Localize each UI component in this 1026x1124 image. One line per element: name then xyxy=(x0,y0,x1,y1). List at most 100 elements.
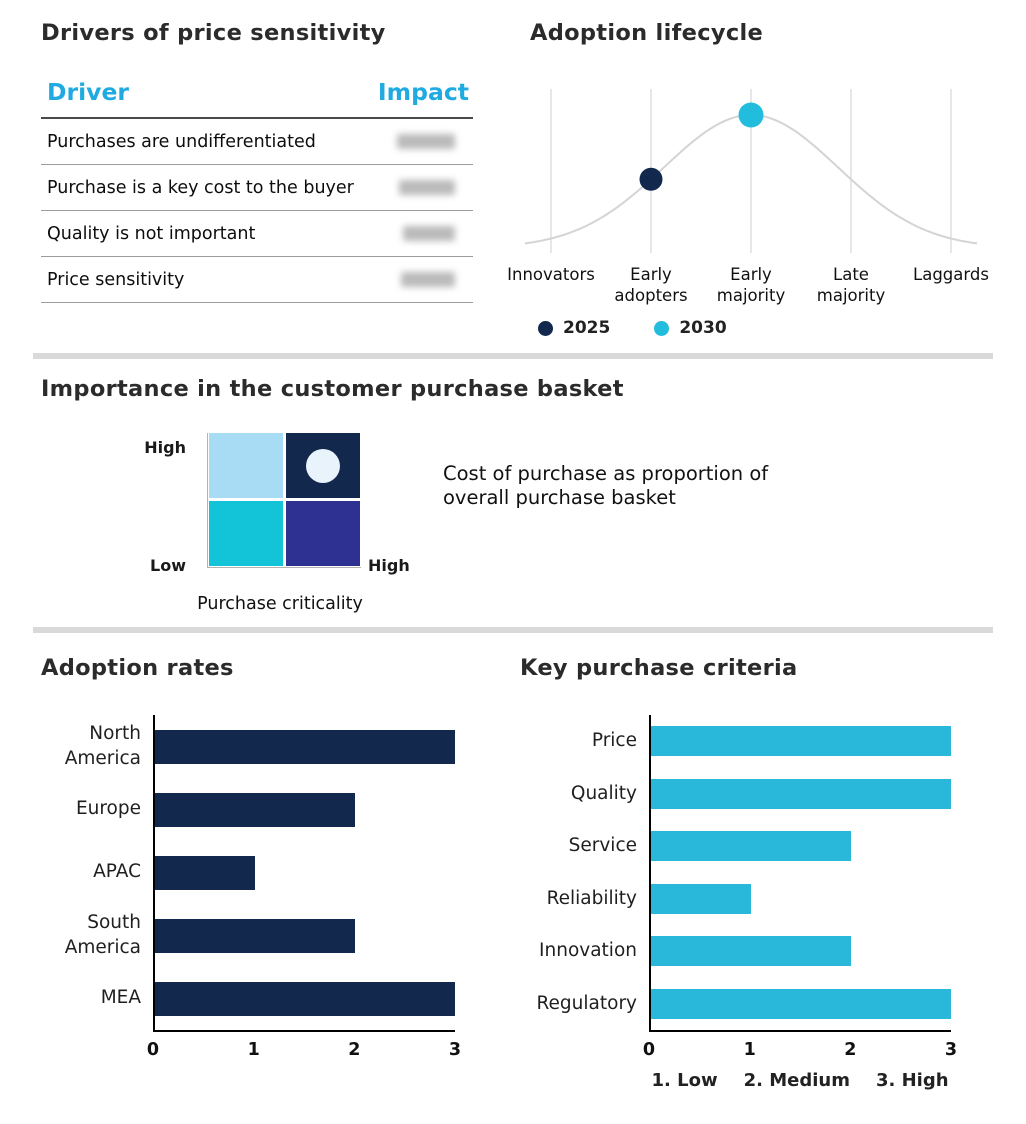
impact-value-blurred xyxy=(399,180,455,195)
bar-apac xyxy=(155,855,255,890)
driver-column-header: Driver xyxy=(47,78,129,106)
bar-regulatory xyxy=(651,988,951,1019)
quadrant-top-left xyxy=(209,433,283,498)
section-divider xyxy=(33,353,993,359)
rates-section-title: Adoption rates xyxy=(41,655,234,681)
x-axis-high-label: High xyxy=(368,556,410,575)
bar-south-america xyxy=(155,918,355,953)
bar-label: Quality xyxy=(570,782,637,804)
bar-label: South America xyxy=(64,912,141,958)
impact-value-blurred xyxy=(401,272,455,287)
bar-row: Service xyxy=(520,820,951,873)
footnote-high: 3. High xyxy=(875,1070,949,1091)
bar-label: Price xyxy=(591,730,637,752)
table-row: Purchases are undifferentiated xyxy=(41,119,473,165)
legend-item-2030: 2030 xyxy=(654,318,727,338)
adoption-lifecycle-chart: Innovators Early adopters Early majority… xyxy=(500,60,1012,360)
driver-cell: Purchases are undifferentiated xyxy=(47,131,316,152)
bar-track xyxy=(153,904,455,967)
category-label-late-majority: Late majority xyxy=(816,265,886,305)
lifecycle-marker-2025 xyxy=(639,167,663,191)
bar-track xyxy=(649,977,951,1030)
driver-cell: Price sensitivity xyxy=(47,269,185,290)
bar-label: North America xyxy=(64,723,141,769)
legend-label-2025: 2025 xyxy=(563,318,611,338)
lifecycle-section-title: Adoption lifecycle xyxy=(530,20,764,46)
matrix-y-axis xyxy=(207,433,208,568)
x-tick-3: 3 xyxy=(448,1040,462,1060)
lifecycle-legend: 2025 2030 xyxy=(538,318,727,338)
driver-cell: Quality is not important xyxy=(47,223,256,244)
quadrant-bottom-right xyxy=(286,501,360,566)
y-axis-high-label: High xyxy=(144,438,186,457)
bar-price xyxy=(651,726,951,757)
basket-annotation: Cost of purchase as proportion of overal… xyxy=(443,462,769,509)
matrix-x-axis xyxy=(207,567,361,568)
bar-track xyxy=(153,715,455,778)
x-tick-2: 2 xyxy=(844,1040,857,1060)
bar-row: Europe xyxy=(41,778,455,841)
bar-label: Regulatory xyxy=(536,992,637,1014)
table-row: Quality is not important xyxy=(41,211,473,257)
bar-label: Reliability xyxy=(546,887,637,909)
bar-row: North America xyxy=(41,715,455,778)
x-tick-2: 2 xyxy=(348,1040,361,1060)
lifecycle-marker-2030 xyxy=(738,102,764,128)
footnote-medium: 2. Medium xyxy=(743,1070,850,1091)
legend-dot-2030 xyxy=(654,320,670,336)
quadrant-top-right xyxy=(286,433,360,498)
section-divider xyxy=(33,627,993,633)
impact-value-blurred xyxy=(403,226,455,241)
category-label-early-adopters: Early adopters xyxy=(614,265,688,305)
bar-row: South America xyxy=(41,904,455,967)
bar-row: APAC xyxy=(41,841,455,904)
bar-quality xyxy=(651,778,951,809)
drivers-section-title: Drivers of price sensitivity xyxy=(41,20,386,46)
bar-row: Regulatory xyxy=(520,977,951,1030)
bar-track xyxy=(153,967,455,1030)
bar-row: Reliability xyxy=(520,872,951,925)
bar-track xyxy=(153,778,455,841)
x-tick-0: 0 xyxy=(642,1040,656,1060)
impact-value-blurred xyxy=(397,134,455,149)
lifecycle-plot xyxy=(524,89,978,253)
legend-label-2030: 2030 xyxy=(679,318,727,338)
bar-row: MEA xyxy=(41,967,455,1030)
adoption-rates-chart: North America Europe APAC South America … xyxy=(41,715,461,1066)
bar-track xyxy=(649,767,951,820)
key-purchase-criteria-chart: Price Quality Service Reliability Innova… xyxy=(520,715,957,1066)
legend-dot-2025 xyxy=(538,320,553,336)
table-row: Purchase is a key cost to the buyer xyxy=(41,165,473,211)
table-row: Price sensitivity xyxy=(41,257,473,303)
bar-reliability xyxy=(651,883,751,914)
bar-innovation xyxy=(651,936,851,967)
bar-track xyxy=(649,715,951,768)
x-tick-0: 0 xyxy=(146,1040,160,1060)
impact-column-header: Impact xyxy=(377,78,469,106)
bar-row: Quality xyxy=(520,767,951,820)
x-tick-1: 1 xyxy=(743,1040,756,1060)
bar-track xyxy=(649,820,951,873)
purchase-criticality-label: Purchase criticality xyxy=(197,594,363,614)
matrix-marker-circle xyxy=(306,448,340,483)
origin-low-label: Low xyxy=(150,556,186,575)
bar-track xyxy=(649,872,951,925)
bar-europe xyxy=(155,792,355,827)
bar-north-america xyxy=(155,729,455,764)
bar-row: Price xyxy=(520,715,951,768)
bar-mea xyxy=(155,981,455,1016)
basket-section-title: Importance in the customer purchase bask… xyxy=(41,376,624,402)
purchase-basket-matrix xyxy=(209,433,360,566)
bar-label: APAC xyxy=(93,861,141,883)
bar-service xyxy=(651,831,851,862)
legend-item-2025: 2025 xyxy=(538,318,610,338)
bar-track xyxy=(153,841,455,904)
category-label-laggards: Laggards xyxy=(913,265,989,284)
bar-track xyxy=(649,925,951,978)
x-tick-3: 3 xyxy=(944,1040,958,1060)
category-label-early-majority: Early majority xyxy=(716,265,786,305)
drivers-table-header: Driver Impact xyxy=(41,78,473,119)
bar-label: Europe xyxy=(75,798,141,820)
bar-label: Service xyxy=(568,835,637,857)
driver-cell: Purchase is a key cost to the buyer xyxy=(47,177,354,198)
